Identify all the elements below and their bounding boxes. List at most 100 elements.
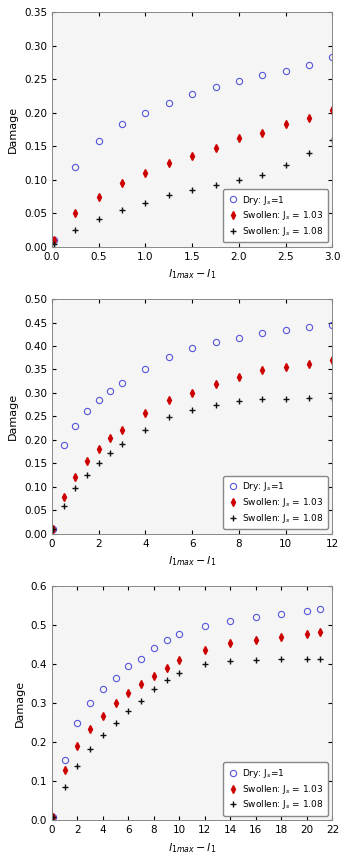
Swollen: J$_s$ = 1.08: (6, 0.263): J$_s$ = 1.08: (6, 0.263) [190, 405, 194, 415]
Swollen: J$_s$ = 1.08: (0.5, 0.06): J$_s$ = 1.08: (0.5, 0.06) [61, 501, 66, 511]
Swollen: J$_s$ = 1.03: (8, 0.335): J$_s$ = 1.03: (8, 0.335) [237, 371, 241, 381]
Swollen: J$_s$ = 1.08: (11, 0.289): J$_s$ = 1.08: (11, 0.289) [307, 393, 311, 403]
Swollen: J$_s$ = 1.03: (5, 0.285): J$_s$ = 1.03: (5, 0.285) [167, 394, 171, 405]
Swollen: J$_s$ = 1.03: (0.75, 0.095): J$_s$ = 1.03: (0.75, 0.095) [120, 178, 124, 188]
Swollen: J$_s$ = 1.08: (2, 0.15): J$_s$ = 1.08: (2, 0.15) [97, 458, 101, 469]
Swollen: J$_s$ = 1.08: (1, 0.085): J$_s$ = 1.08: (1, 0.085) [62, 782, 67, 792]
Swollen: J$_s$ = 1.03: (20, 0.478): J$_s$ = 1.03: (20, 0.478) [305, 628, 309, 639]
Dry: J$_s$=1: (1.25, 0.215): J$_s$=1: (1.25, 0.215) [167, 98, 171, 108]
Swollen: J$_s$ = 1.03: (1, 0.12): J$_s$ = 1.03: (1, 0.12) [73, 472, 77, 482]
Swollen: J$_s$ = 1.08: (2.25, 0.107): J$_s$ = 1.08: (2.25, 0.107) [260, 170, 265, 180]
Swollen: J$_s$ = 1.03: (0.5, 0.075): J$_s$ = 1.03: (0.5, 0.075) [97, 192, 101, 202]
Dry: J$_s$=1: (10, 0.435): J$_s$=1: (10, 0.435) [284, 324, 288, 335]
Legend: Dry: J$_s$=1, Swollen: J$_s$ = 1.03, Swollen: J$_s$ = 1.08: Dry: J$_s$=1, Swollen: J$_s$ = 1.03, Swo… [223, 476, 328, 529]
Swollen: J$_s$ = 1.03: (7, 0.32): J$_s$ = 1.03: (7, 0.32) [214, 378, 218, 388]
Swollen: J$_s$ = 1.08: (4, 0.218): J$_s$ = 1.08: (4, 0.218) [101, 730, 105, 740]
X-axis label: $\mathit{l}_{1max} - \mathit{l}_1$: $\mathit{l}_{1max} - \mathit{l}_1$ [168, 841, 216, 854]
Swollen: J$_s$ = 1.03: (0.25, 0.05): J$_s$ = 1.03: (0.25, 0.05) [73, 208, 77, 218]
Swollen: J$_s$ = 1.08: (3, 0.183): J$_s$ = 1.08: (3, 0.183) [88, 744, 92, 754]
Swollen: J$_s$ = 1.08: (1.75, 0.093): J$_s$ = 1.08: (1.75, 0.093) [214, 180, 218, 190]
Dry: J$_s$=1: (3, 0.283): J$_s$=1: (3, 0.283) [330, 52, 334, 62]
X-axis label: $\mathit{l}_{1max} - \mathit{l}_1$: $\mathit{l}_{1max} - \mathit{l}_1$ [168, 554, 216, 568]
Line: Swollen: J$_s$ = 1.03: Swollen: J$_s$ = 1.03 [50, 357, 335, 532]
Dry: J$_s$=1: (8, 0.418): J$_s$=1: (8, 0.418) [237, 332, 241, 343]
Legend: Dry: J$_s$=1, Swollen: J$_s$ = 1.03, Swollen: J$_s$ = 1.08: Dry: J$_s$=1, Swollen: J$_s$ = 1.03, Swo… [223, 763, 328, 816]
Swollen: J$_s$ = 1.03: (21, 0.482): J$_s$ = 1.03: (21, 0.482) [318, 627, 322, 637]
Swollen: J$_s$ = 1.08: (2, 0.138): J$_s$ = 1.08: (2, 0.138) [75, 761, 80, 772]
Dry: J$_s$=1: (4, 0.335): J$_s$=1: (4, 0.335) [101, 684, 105, 695]
Dry: J$_s$=1: (1, 0.155): J$_s$=1: (1, 0.155) [62, 754, 67, 765]
Swollen: J$_s$ = 1.08: (2, 0.1): J$_s$ = 1.08: (2, 0.1) [237, 174, 241, 185]
Swollen: J$_s$ = 1.08: (1, 0.065): J$_s$ = 1.08: (1, 0.065) [143, 198, 148, 209]
Swollen: J$_s$ = 1.03: (3, 0.205): J$_s$ = 1.03: (3, 0.205) [330, 104, 334, 115]
Swollen: J$_s$ = 1.03: (0.02, 0.01): J$_s$ = 1.03: (0.02, 0.01) [52, 235, 56, 245]
Dry: J$_s$=1: (4, 0.352): J$_s$=1: (4, 0.352) [143, 363, 148, 374]
Swollen: J$_s$ = 1.03: (11, 0.362): J$_s$ = 1.03: (11, 0.362) [307, 359, 311, 369]
Swollen: J$_s$ = 1.03: (16, 0.462): J$_s$ = 1.03: (16, 0.462) [254, 634, 258, 645]
Y-axis label: Damage: Damage [15, 679, 25, 727]
Swollen: J$_s$ = 1.08: (21, 0.413): J$_s$ = 1.08: (21, 0.413) [318, 654, 322, 665]
Swollen: J$_s$ = 1.08: (10, 0.378): J$_s$ = 1.08: (10, 0.378) [177, 667, 181, 677]
Swollen: J$_s$ = 1.08: (7, 0.275): J$_s$ = 1.08: (7, 0.275) [214, 400, 218, 410]
Line: Swollen: J$_s$ = 1.08: Swollen: J$_s$ = 1.08 [50, 136, 336, 247]
Swollen: J$_s$ = 1.03: (1.75, 0.148): J$_s$ = 1.03: (1.75, 0.148) [214, 142, 218, 153]
Swollen: J$_s$ = 1.08: (2.75, 0.14): J$_s$ = 1.08: (2.75, 0.14) [307, 148, 311, 158]
Dry: J$_s$=1: (2.5, 0.263): J$_s$=1: (2.5, 0.263) [284, 66, 288, 76]
Dry: J$_s$=1: (2, 0.248): J$_s$=1: (2, 0.248) [237, 76, 241, 86]
Dry: J$_s$=1: (12, 0.497): J$_s$=1: (12, 0.497) [203, 620, 207, 631]
Y-axis label: Damage: Damage [8, 106, 18, 154]
Swollen: J$_s$ = 1.08: (1.25, 0.077): J$_s$ = 1.08: (1.25, 0.077) [167, 190, 171, 200]
Legend: Dry: J$_s$=1, Swollen: J$_s$ = 1.03, Swollen: J$_s$ = 1.08: Dry: J$_s$=1, Swollen: J$_s$ = 1.03, Swo… [223, 189, 328, 243]
Dry: J$_s$=1: (1.5, 0.228): J$_s$=1: (1.5, 0.228) [190, 89, 194, 99]
Swollen: J$_s$ = 1.03: (10, 0.41): J$_s$ = 1.03: (10, 0.41) [177, 655, 181, 665]
Swollen: J$_s$ = 1.03: (1, 0.128): J$_s$ = 1.03: (1, 0.128) [62, 765, 67, 776]
Dry: J$_s$=1: (14, 0.51): J$_s$=1: (14, 0.51) [228, 616, 232, 627]
Swollen: J$_s$ = 1.03: (2.5, 0.183): J$_s$ = 1.03: (2.5, 0.183) [284, 119, 288, 129]
Swollen: J$_s$ = 1.03: (12, 0.435): J$_s$ = 1.03: (12, 0.435) [203, 646, 207, 656]
Dry: J$_s$=1: (2, 0.25): J$_s$=1: (2, 0.25) [75, 717, 80, 728]
Dry: J$_s$=1: (9, 0.462): J$_s$=1: (9, 0.462) [164, 634, 169, 645]
Dry: J$_s$=1: (6, 0.395): J$_s$=1: (6, 0.395) [190, 343, 194, 354]
Dry: J$_s$=1: (16, 0.52): J$_s$=1: (16, 0.52) [254, 612, 258, 622]
Dry: J$_s$=1: (0.02, 0.01): J$_s$=1: (0.02, 0.01) [52, 235, 56, 245]
Swollen: J$_s$ = 1.03: (8, 0.37): J$_s$ = 1.03: (8, 0.37) [152, 671, 156, 681]
Dry: J$_s$=1: (0.05, 0.01): J$_s$=1: (0.05, 0.01) [50, 811, 54, 822]
Swollen: J$_s$ = 1.08: (12, 0.4): J$_s$ = 1.08: (12, 0.4) [203, 658, 207, 669]
Line: Swollen: J$_s$ = 1.03: Swollen: J$_s$ = 1.03 [51, 107, 335, 243]
Dry: J$_s$=1: (0.05, 0.01): J$_s$=1: (0.05, 0.01) [51, 524, 55, 534]
Dry: J$_s$=1: (0.75, 0.184): J$_s$=1: (0.75, 0.184) [120, 118, 124, 129]
Swollen: J$_s$ = 1.03: (4, 0.268): J$_s$ = 1.03: (4, 0.268) [101, 710, 105, 721]
Dry: J$_s$=1: (1.75, 0.238): J$_s$=1: (1.75, 0.238) [214, 82, 218, 92]
Swollen: J$_s$ = 1.08: (0.05, 0.01): J$_s$ = 1.08: (0.05, 0.01) [50, 811, 54, 822]
Swollen: J$_s$ = 1.03: (9, 0.39): J$_s$ = 1.03: (9, 0.39) [164, 663, 169, 673]
Swollen: J$_s$ = 1.03: (1.5, 0.155): J$_s$ = 1.03: (1.5, 0.155) [85, 456, 89, 466]
Dry: J$_s$=1: (7, 0.413): J$_s$=1: (7, 0.413) [139, 654, 143, 665]
Swollen: J$_s$ = 1.08: (4, 0.222): J$_s$ = 1.08: (4, 0.222) [143, 425, 148, 435]
Swollen: J$_s$ = 1.08: (5, 0.25): J$_s$ = 1.08: (5, 0.25) [113, 717, 118, 728]
Dry: J$_s$=1: (0.5, 0.158): J$_s$=1: (0.5, 0.158) [97, 135, 101, 146]
Swollen: J$_s$ = 1.08: (8, 0.335): J$_s$ = 1.08: (8, 0.335) [152, 684, 156, 695]
Swollen: J$_s$ = 1.08: (9, 0.287): J$_s$ = 1.08: (9, 0.287) [260, 394, 265, 404]
Swollen: J$_s$ = 1.08: (1.5, 0.085): J$_s$ = 1.08: (1.5, 0.085) [190, 185, 194, 195]
Swollen: J$_s$ = 1.08: (20, 0.413): J$_s$ = 1.08: (20, 0.413) [305, 654, 309, 665]
Swollen: J$_s$ = 1.08: (3, 0.192): J$_s$ = 1.08: (3, 0.192) [120, 438, 124, 449]
Dry: J$_s$=1: (1, 0.2): J$_s$=1: (1, 0.2) [143, 108, 148, 118]
Swollen: J$_s$ = 1.03: (2, 0.163): J$_s$ = 1.03: (2, 0.163) [237, 133, 241, 143]
Swollen: J$_s$ = 1.08: (14, 0.408): J$_s$ = 1.08: (14, 0.408) [228, 656, 232, 666]
Swollen: J$_s$ = 1.03: (6, 0.3): J$_s$ = 1.03: (6, 0.3) [190, 387, 194, 398]
Dry: J$_s$=1: (21, 0.54): J$_s$=1: (21, 0.54) [318, 604, 322, 614]
Swollen: J$_s$ = 1.03: (9, 0.348): J$_s$ = 1.03: (9, 0.348) [260, 365, 265, 375]
Swollen: J$_s$ = 1.08: (8, 0.283): J$_s$ = 1.08: (8, 0.283) [237, 396, 241, 406]
Swollen: J$_s$ = 1.08: (0.75, 0.055): J$_s$ = 1.08: (0.75, 0.055) [120, 205, 124, 215]
Swollen: J$_s$ = 1.03: (2, 0.18): J$_s$ = 1.03: (2, 0.18) [97, 444, 101, 455]
Swollen: J$_s$ = 1.08: (6, 0.28): J$_s$ = 1.08: (6, 0.28) [126, 706, 131, 716]
Swollen: J$_s$ = 1.03: (0.05, 0.01): J$_s$ = 1.03: (0.05, 0.01) [50, 811, 54, 822]
Dry: J$_s$=1: (1, 0.23): J$_s$=1: (1, 0.23) [73, 420, 77, 431]
Dry: J$_s$=1: (3, 0.3): J$_s$=1: (3, 0.3) [88, 698, 92, 709]
Dry: J$_s$=1: (0.25, 0.12): J$_s$=1: (0.25, 0.12) [73, 161, 77, 172]
Dry: J$_s$=1: (18, 0.528): J$_s$=1: (18, 0.528) [279, 608, 283, 619]
Swollen: J$_s$ = 1.08: (5, 0.248): J$_s$ = 1.08: (5, 0.248) [167, 413, 171, 423]
Dry: J$_s$=1: (20, 0.535): J$_s$=1: (20, 0.535) [305, 606, 309, 616]
Swollen: J$_s$ = 1.03: (2, 0.19): J$_s$ = 1.03: (2, 0.19) [75, 741, 80, 752]
Line: Dry: J$_s$=1: Dry: J$_s$=1 [50, 606, 323, 820]
